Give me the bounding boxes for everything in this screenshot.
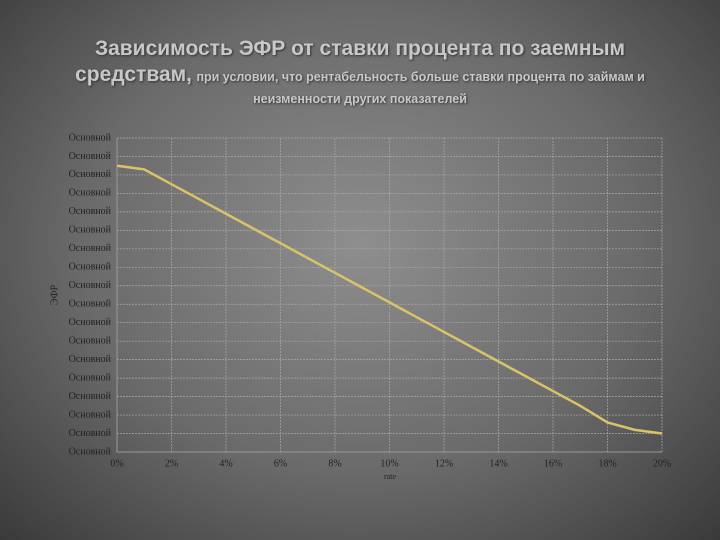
x-tick-label: 4% [219,458,232,469]
y-tick-label: Основной [69,262,112,273]
y-tick-label: Основной [69,428,112,439]
x-tick-label: 12% [435,458,453,469]
y-tick-label: Основной [69,409,112,420]
y-tick-label: Основной [69,280,112,291]
x-tick-label: 16% [544,458,562,469]
y-tick-label: Основной [69,317,112,328]
x-tick-label: 10% [380,458,398,469]
y-tick-label: Основной [69,151,112,162]
chart-title: Зависимость ЭФР от ставки процента по за… [75,37,626,87]
y-tick-label: Основной [69,188,112,199]
y-axis-label: ЭФР [49,285,60,306]
x-tick-label: 20% [653,458,671,469]
x-tick-label: 8% [328,458,341,469]
y-tick-label: Основной [69,372,112,383]
y-tick-label: Основной [69,446,112,457]
x-tick-label: 6% [274,458,287,469]
x-tick-label: 0% [110,458,123,469]
chart-subtitle: при условии, что рентабельность больше с… [196,70,645,106]
x-tick-label: 14% [489,458,507,469]
y-tick-label: Основной [69,243,112,254]
heading: Зависимость ЭФР от ставки процента по за… [40,36,680,109]
x-tick-label: 18% [598,458,616,469]
y-tick-label: Основной [69,225,112,236]
data-line [116,164,663,435]
x-axis-label: rate [384,472,396,481]
x-tick-label: 2% [165,458,178,469]
y-tick-label: Основной [69,335,112,346]
y-tick-label: Основной [69,169,112,180]
y-tick-label: Основной [69,354,112,365]
y-tick-label: Основной [69,391,112,402]
y-tick-label: Основной [69,206,112,217]
y-tick-label: Основной [69,132,112,143]
y-tick-label: Основной [69,299,112,310]
